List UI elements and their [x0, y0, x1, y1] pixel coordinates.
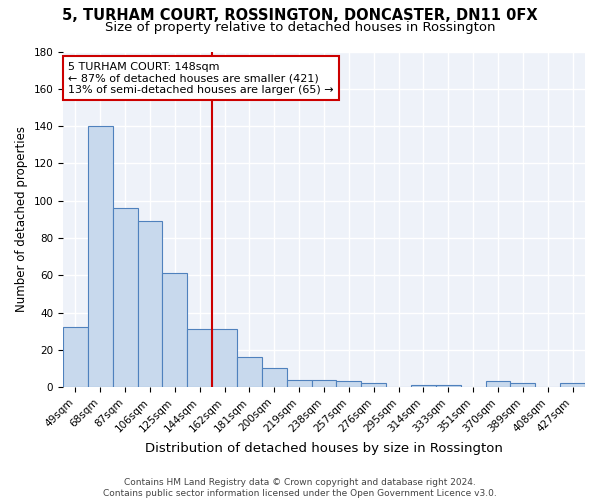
Bar — [88, 126, 113, 387]
Text: Size of property relative to detached houses in Rossington: Size of property relative to detached ho… — [105, 21, 495, 34]
Text: Contains HM Land Registry data © Crown copyright and database right 2024.
Contai: Contains HM Land Registry data © Crown c… — [103, 478, 497, 498]
Bar — [237, 358, 262, 387]
Bar — [212, 330, 237, 387]
Bar — [63, 328, 88, 387]
Bar — [163, 274, 187, 387]
Text: 5, TURHAM COURT, ROSSINGTON, DONCASTER, DN11 0FX: 5, TURHAM COURT, ROSSINGTON, DONCASTER, … — [62, 8, 538, 22]
Bar — [113, 208, 137, 387]
Bar — [187, 330, 212, 387]
X-axis label: Distribution of detached houses by size in Rossington: Distribution of detached houses by size … — [145, 442, 503, 455]
Text: 5 TURHAM COURT: 148sqm
← 87% of detached houses are smaller (421)
13% of semi-de: 5 TURHAM COURT: 148sqm ← 87% of detached… — [68, 62, 334, 95]
Bar — [262, 368, 287, 387]
Bar — [436, 385, 461, 387]
Bar — [485, 382, 511, 387]
Bar — [361, 384, 386, 387]
Bar — [337, 382, 361, 387]
Bar — [411, 385, 436, 387]
Bar — [287, 380, 311, 387]
Bar — [137, 221, 163, 387]
Bar — [511, 384, 535, 387]
Bar — [560, 384, 585, 387]
Bar — [311, 380, 337, 387]
Y-axis label: Number of detached properties: Number of detached properties — [15, 126, 28, 312]
